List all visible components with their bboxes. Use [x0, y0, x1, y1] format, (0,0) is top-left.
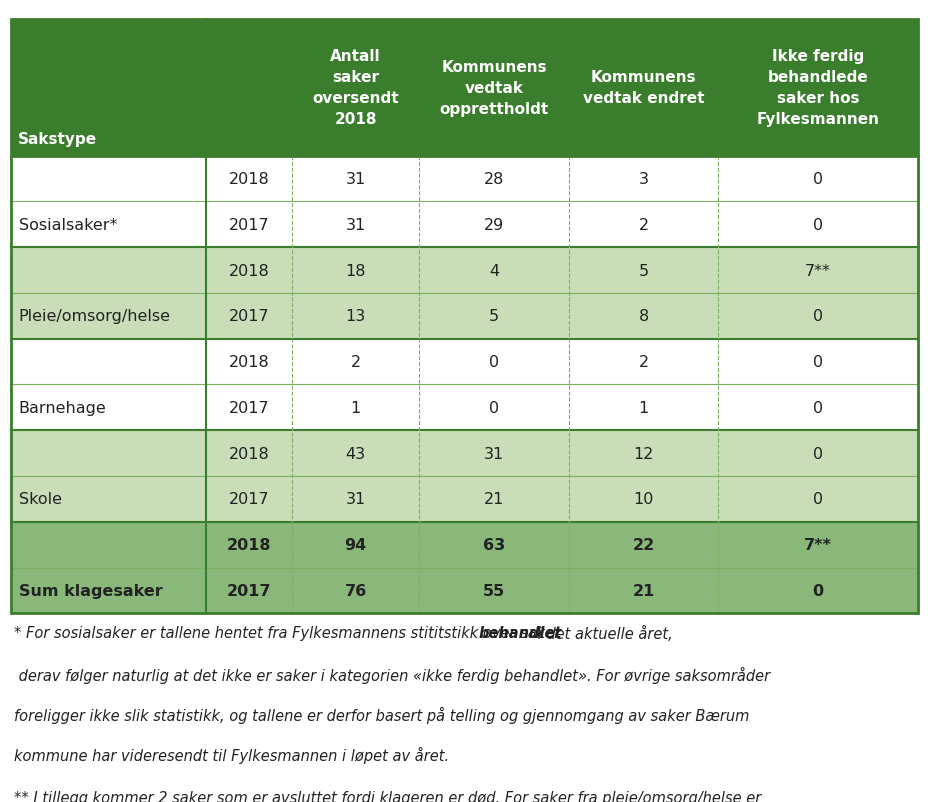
Text: 12: 12	[633, 446, 653, 461]
Text: 31: 31	[483, 446, 504, 461]
Text: 94: 94	[344, 537, 367, 553]
Text: 2017: 2017	[228, 217, 269, 233]
Text: 2017: 2017	[228, 492, 269, 507]
Text: 0: 0	[812, 446, 822, 461]
Text: 5: 5	[488, 309, 498, 324]
Text: 21: 21	[632, 583, 654, 598]
Text: Antall
saker
oversendt
2018: Antall saker oversendt 2018	[312, 49, 399, 128]
Text: 18: 18	[345, 263, 366, 278]
Text: 13: 13	[345, 309, 366, 324]
Text: 0: 0	[812, 492, 822, 507]
Text: 2018: 2018	[228, 263, 269, 278]
Text: foreligger ikke slik statistikk, og tallene er derfor basert på telling og gjenn: foreligger ikke slik statistikk, og tall…	[14, 706, 749, 723]
Text: Sosialsaker*: Sosialsaker*	[19, 217, 117, 233]
Text: 2: 2	[638, 217, 648, 233]
Text: 22: 22	[632, 537, 654, 553]
Text: 0: 0	[812, 309, 822, 324]
Text: Pleie/omsorg/helse: Pleie/omsorg/helse	[19, 309, 171, 324]
Text: 0: 0	[812, 354, 822, 370]
Text: 43: 43	[345, 446, 366, 461]
Text: 29: 29	[483, 217, 504, 233]
Text: 5: 5	[638, 263, 648, 278]
Text: 7**: 7**	[804, 537, 831, 553]
Bar	[11, 248, 917, 294]
Text: 21: 21	[483, 492, 504, 507]
Text: 28: 28	[483, 172, 504, 187]
Bar	[11, 339, 917, 385]
Text: 0: 0	[812, 172, 822, 187]
Text: Kommunens
vedtak endret: Kommunens vedtak endret	[582, 71, 703, 106]
Bar	[11, 568, 917, 614]
Text: 2017: 2017	[228, 400, 269, 415]
Bar	[11, 202, 917, 248]
Text: 4: 4	[488, 263, 498, 278]
Bar	[11, 294, 917, 339]
Bar	[11, 20, 917, 614]
Text: 7**: 7**	[805, 263, 831, 278]
Text: 31: 31	[345, 217, 366, 233]
Text: 2018: 2018	[228, 354, 269, 370]
Text: ** I tillegg kommer 2 saker som er avsluttet fordi klageren er død. For saker fr: ** I tillegg kommer 2 saker som er avslu…	[14, 790, 760, 802]
Text: 0: 0	[488, 354, 498, 370]
Text: Sum klagesaker: Sum klagesaker	[19, 583, 162, 598]
Bar	[11, 156, 917, 202]
Bar	[11, 385, 917, 431]
Text: 31: 31	[345, 172, 366, 187]
Text: Barnehage: Barnehage	[19, 400, 106, 415]
Text: 31: 31	[345, 492, 366, 507]
Text: * For sosialsaker er tallene hentet fra Fylkesmannens stititstikk over saker: * For sosialsaker er tallene hentet fra …	[14, 626, 564, 641]
Text: 55: 55	[483, 583, 505, 598]
Bar	[11, 431, 917, 476]
Bar	[11, 522, 917, 568]
Text: Sakstype: Sakstype	[18, 132, 97, 147]
Text: 8: 8	[638, 309, 648, 324]
Text: behandlet: behandlet	[478, 626, 561, 641]
Text: 2: 2	[350, 354, 360, 370]
Text: 2017: 2017	[226, 583, 271, 598]
Text: Skole: Skole	[19, 492, 61, 507]
Text: 1: 1	[638, 400, 648, 415]
Text: Kommunens
vedtak
opprettholdt: Kommunens vedtak opprettholdt	[439, 60, 548, 116]
Text: 1: 1	[350, 400, 360, 415]
Bar	[11, 476, 917, 522]
Text: 63: 63	[483, 537, 505, 553]
Text: 0: 0	[812, 400, 822, 415]
Text: kommune har videresendt til Fylkesmannen i løpet av året.: kommune har videresendt til Fylkesmannen…	[14, 746, 448, 763]
Text: i det aktuelle året,: i det aktuelle året,	[533, 626, 672, 642]
Text: 3: 3	[638, 172, 648, 187]
Text: Ikke ferdig
behandlede
saker hos
Fylkesmannen: Ikke ferdig behandlede saker hos Fylkesm…	[755, 49, 879, 128]
Text: 2018: 2018	[228, 446, 269, 461]
Text: 2017: 2017	[228, 309, 269, 324]
Text: 10: 10	[633, 492, 653, 507]
Bar	[11, 20, 917, 156]
Text: 2018: 2018	[228, 172, 269, 187]
Text: 0: 0	[488, 400, 498, 415]
Text: 0: 0	[812, 583, 823, 598]
Text: 0: 0	[812, 217, 822, 233]
Text: 2018: 2018	[226, 537, 271, 553]
Text: 76: 76	[344, 583, 367, 598]
Text: 2: 2	[638, 354, 648, 370]
Text: derav følger naturlig at det ikke er saker i kategorien «ikke ferdig behandlet».: derav følger naturlig at det ikke er sak…	[14, 666, 769, 683]
